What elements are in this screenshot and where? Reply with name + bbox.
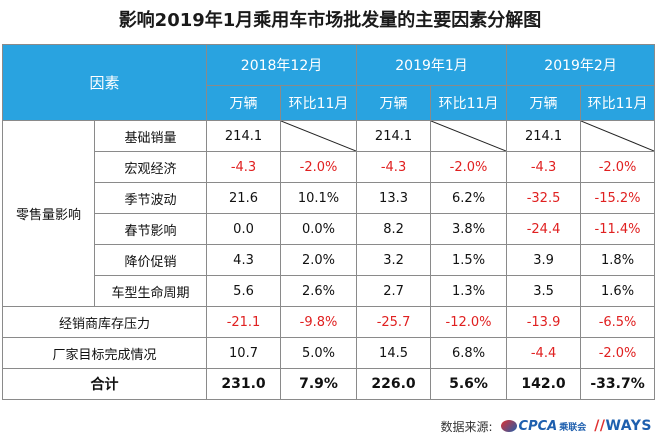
table-cell: 3.2 xyxy=(356,244,432,276)
table-cell: 10.7 xyxy=(206,337,282,369)
row-label: 基础销量 xyxy=(93,120,208,152)
table-row: 经销商库存压力 -21.1 -9.8% -25.7 -12.0% -13.9 -6.5% xyxy=(1,306,656,338)
row-label: 车型生命周期 xyxy=(93,275,208,307)
table-cell: -25.7 xyxy=(356,306,432,338)
table-cell: -4.3 xyxy=(206,151,282,183)
empty-cell xyxy=(280,120,358,152)
header-units: 万辆 xyxy=(356,85,432,121)
table-cell: -32.5 xyxy=(506,182,582,214)
table-cell: 214.1 xyxy=(506,120,582,152)
total-cell: 5.6% xyxy=(430,368,508,400)
table-row: 车型生命周期 5.6 2.6% 2.7 1.3% 3.5 1.6% xyxy=(3,275,656,307)
table-cell: 3.8% xyxy=(430,213,508,245)
table-row: 降价促销 4.3 2.0% 3.2 1.5% 3.9 1.8% xyxy=(3,244,656,276)
table-cell: 2.0% xyxy=(280,244,358,276)
table-cell: -2.0% xyxy=(580,151,656,183)
header-period-2: 2019年1月 xyxy=(356,44,508,86)
row-label: 季节波动 xyxy=(93,182,208,214)
total-label: 合计 xyxy=(1,368,208,400)
table-cell: 2.6% xyxy=(280,275,358,307)
table-cell: -4.3 xyxy=(506,151,582,183)
total-cell: -33.7% xyxy=(580,368,656,400)
table-cell: -2.0% xyxy=(580,337,656,369)
table-cell: -9.8% xyxy=(280,306,358,338)
page-title: 影响2019年1月乘用车市场批发量的主要因素分解图 xyxy=(118,10,542,31)
row-label: 厂家目标完成情况 xyxy=(1,337,208,369)
table-cell: 1.5% xyxy=(430,244,508,276)
empty-cell xyxy=(580,120,656,152)
cpca-logo: CPCA 乘联会 xyxy=(500,419,586,434)
table-cell: 4.3 xyxy=(206,244,282,276)
header-factor: 因素 xyxy=(1,44,208,121)
row-label: 宏观经济 xyxy=(93,151,208,183)
total-row: 合计 231.0 7.9% 226.0 5.6% 142.0 -33.7% xyxy=(1,368,656,400)
header-units: 万辆 xyxy=(506,85,582,121)
table-cell: 6.8% xyxy=(430,337,508,369)
table-cell: -15.2% xyxy=(580,182,656,214)
source-label: 数据来源: xyxy=(440,419,493,434)
table-cell: -13.9 xyxy=(506,306,582,338)
empty-cell xyxy=(430,120,508,152)
table-cell: 1.8% xyxy=(580,244,656,276)
table-cell: -12.0% xyxy=(430,306,508,338)
table-cell: -11.4% xyxy=(580,213,656,245)
row-label: 降价促销 xyxy=(93,244,208,276)
header-period-1: 2018年12月 xyxy=(206,44,358,86)
table-cell: 214.1 xyxy=(206,120,282,152)
table-cell: 5.0% xyxy=(280,337,358,369)
table-cell: -2.0% xyxy=(280,151,358,183)
table-cell: -6.5% xyxy=(580,306,656,338)
table-cell: -2.0% xyxy=(430,151,508,183)
group-label: 零售量影响 xyxy=(2,120,95,307)
table-cell: 214.1 xyxy=(356,120,432,152)
header-mom: 环比11月 xyxy=(430,85,508,121)
table-cell: 1.3% xyxy=(430,275,508,307)
table-row: 零售量影响 基础销量 214.1 214.1 214.1 xyxy=(2,120,656,307)
table-cell: 8.2 xyxy=(356,213,432,245)
header-mom: 环比11月 xyxy=(280,85,358,121)
table-cell: 3.5 xyxy=(506,275,582,307)
table-row: 季节波动 21.6 10.1% 13.3 6.2% -32.5 -15.2% xyxy=(3,182,656,214)
table-cell: 2.7 xyxy=(356,275,432,307)
table-cell: -24.4 xyxy=(506,213,582,245)
total-cell: 142.0 xyxy=(506,368,582,400)
table-cell: -4.3 xyxy=(356,151,432,183)
table-cell: 13.3 xyxy=(356,182,432,214)
table-cell: 0.0 xyxy=(206,213,282,245)
table-row: 宏观经济 -4.3 -2.0% -4.3 -2.0% -4.3 -2.0% xyxy=(3,151,656,183)
table-cell: 3.9 xyxy=(506,244,582,276)
table-cell: 1.6% xyxy=(580,275,656,307)
row-label: 经销商库存压力 xyxy=(1,306,208,338)
table-row: 春节影响 0.0 0.0% 8.2 3.8% -24.4 -11.4% xyxy=(3,213,656,245)
table-cell: 21.6 xyxy=(206,182,282,214)
table-row: 厂家目标完成情况 10.7 5.0% 14.5 6.8% -4.4 -2.0% xyxy=(1,337,656,369)
table-cell: -4.4 xyxy=(506,337,582,369)
table-cell: 10.1% xyxy=(280,182,358,214)
table-cell: 14.5 xyxy=(356,337,432,369)
total-cell: 231.0 xyxy=(206,368,282,400)
ways-logo: //WAYS xyxy=(594,418,652,434)
total-cell: 226.0 xyxy=(356,368,432,400)
cpca-swirl-icon xyxy=(500,420,517,432)
table-cell: -21.1 xyxy=(206,306,282,338)
header-period-3: 2019年2月 xyxy=(506,44,656,86)
footer: 数据来源: CPCA 乘联会 //WAYS xyxy=(441,414,653,438)
table-cell: 0.0% xyxy=(280,213,358,245)
table-cell: 6.2% xyxy=(430,182,508,214)
header-mom: 环比11月 xyxy=(580,85,656,121)
header-units: 万辆 xyxy=(206,85,282,121)
table-cell: 5.6 xyxy=(206,275,282,307)
factor-table: 因素 2018年12月 2019年1月 2019年2月 万辆 环比11月 万辆 … xyxy=(1,44,656,400)
total-cell: 7.9% xyxy=(280,368,358,400)
row-label: 春节影响 xyxy=(93,213,208,245)
